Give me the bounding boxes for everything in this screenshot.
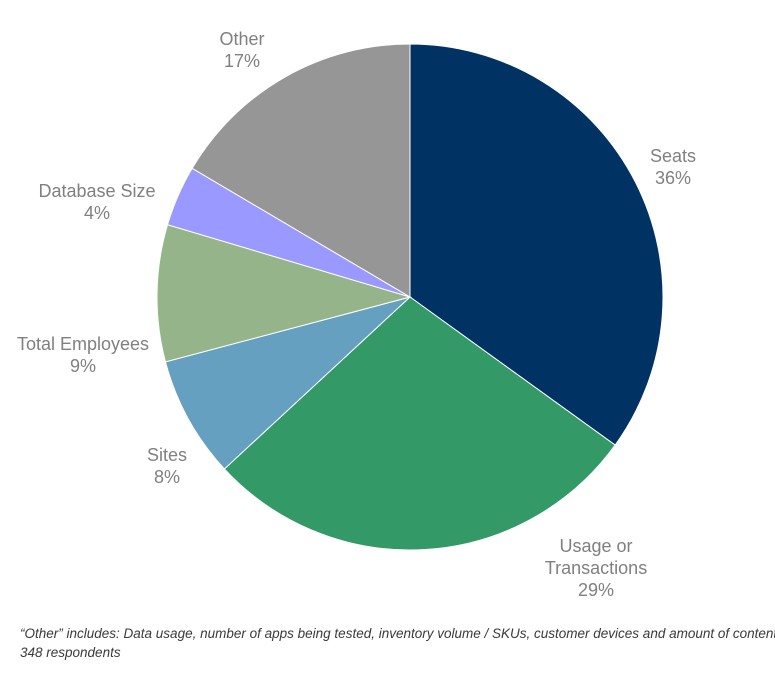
slice-name-sites: Sites — [147, 445, 187, 465]
slice-label-database-size: Database Size 4% — [38, 181, 155, 223]
pie-labels: Seats 36% Usage or Transactions 29% Sites 8% To… — [17, 29, 696, 600]
pie-slice-total-employees — [156, 224, 412, 363]
slice-label-usage-or-transactions: Usage or Transactions 29% — [545, 536, 647, 600]
pie-slice-other — [191, 43, 411, 298]
footnote-respondent-count: 348 respondents — [20, 645, 121, 660]
slice-percent-sites: 8% — [154, 467, 180, 487]
slice-name-seats: Seats — [650, 146, 696, 166]
slice-percent-usage-or-transactions: 29% — [578, 580, 614, 600]
pie-slice-seats — [409, 43, 664, 446]
pie-slice-sites — [164, 296, 411, 470]
footnote-other-definition: “Other” includes: Data usage, number of … — [20, 626, 775, 641]
slice-name-database-size: Database Size — [38, 181, 155, 201]
slice-label-total-employees: Total Employees 9% — [17, 334, 149, 376]
slice-percent-other: 17% — [224, 51, 260, 71]
pie-slices — [156, 43, 664, 551]
slice-label-seats: Seats 36% — [650, 146, 696, 188]
slice-percent-database-size: 4% — [84, 203, 110, 223]
pie-slice-usage-or-transactions — [223, 296, 616, 551]
slice-percent-seats: 36% — [655, 168, 691, 188]
slice-name-usage-or-transactions: Transactions — [545, 558, 647, 578]
slice-name-other: Other — [219, 29, 264, 49]
slice-name-total-employees: Total Employees — [17, 334, 149, 354]
slice-name-usage-or-transactions: Usage or — [559, 536, 632, 556]
slice-label-sites: Sites 8% — [147, 445, 187, 487]
slice-percent-total-employees: 9% — [70, 356, 96, 376]
slice-label-other: Other 17% — [219, 29, 264, 71]
